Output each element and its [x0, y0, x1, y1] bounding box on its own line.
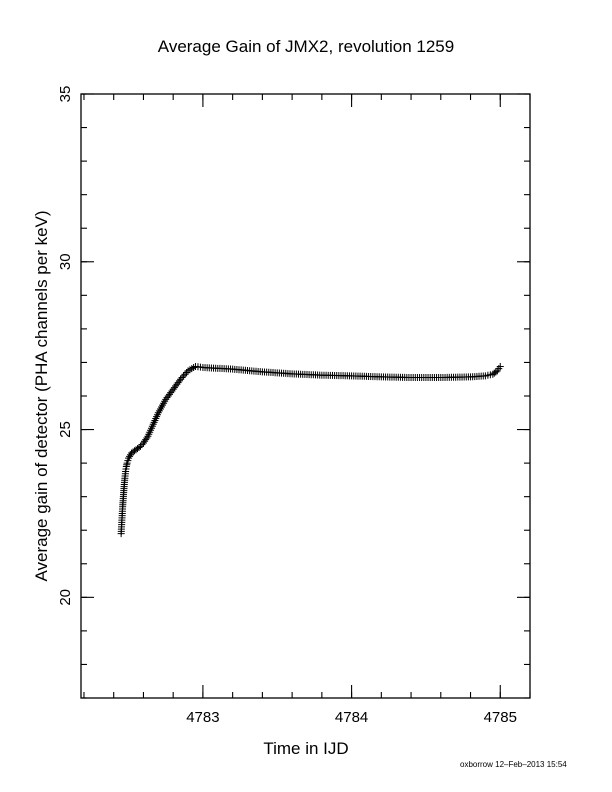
data-point — [178, 374, 186, 382]
footer-credit: oxborrow 12–Feb–2013 15:54 — [460, 760, 567, 769]
y-tick-label: 30 — [57, 253, 74, 270]
data-point — [180, 372, 188, 380]
x-tick-label: 4784 — [335, 709, 368, 726]
axis-ticks — [81, 93, 531, 699]
data-point — [136, 442, 144, 450]
data-point — [181, 370, 189, 378]
x-tick-label: 4785 — [484, 709, 517, 726]
tick-labels: 4783 4784 4785 20 25 30 35 — [57, 86, 517, 726]
data-point — [496, 362, 504, 370]
data-point — [143, 434, 151, 442]
data-point — [492, 368, 500, 376]
y-axis-label: Average gain of detector (PHA channels p… — [32, 210, 51, 581]
x-tick-label: 4783 — [186, 709, 219, 726]
plot-frame — [80, 93, 531, 699]
x-axis-label: Time in IJD — [263, 739, 348, 758]
y-tick-label: 20 — [57, 589, 74, 606]
chart-title: Average Gain of JMX2, revolution 1259 — [158, 37, 454, 56]
data-points — [117, 362, 504, 538]
y-tick-label: 35 — [57, 86, 74, 103]
y-tick-label: 25 — [57, 421, 74, 438]
data-point — [177, 375, 185, 383]
